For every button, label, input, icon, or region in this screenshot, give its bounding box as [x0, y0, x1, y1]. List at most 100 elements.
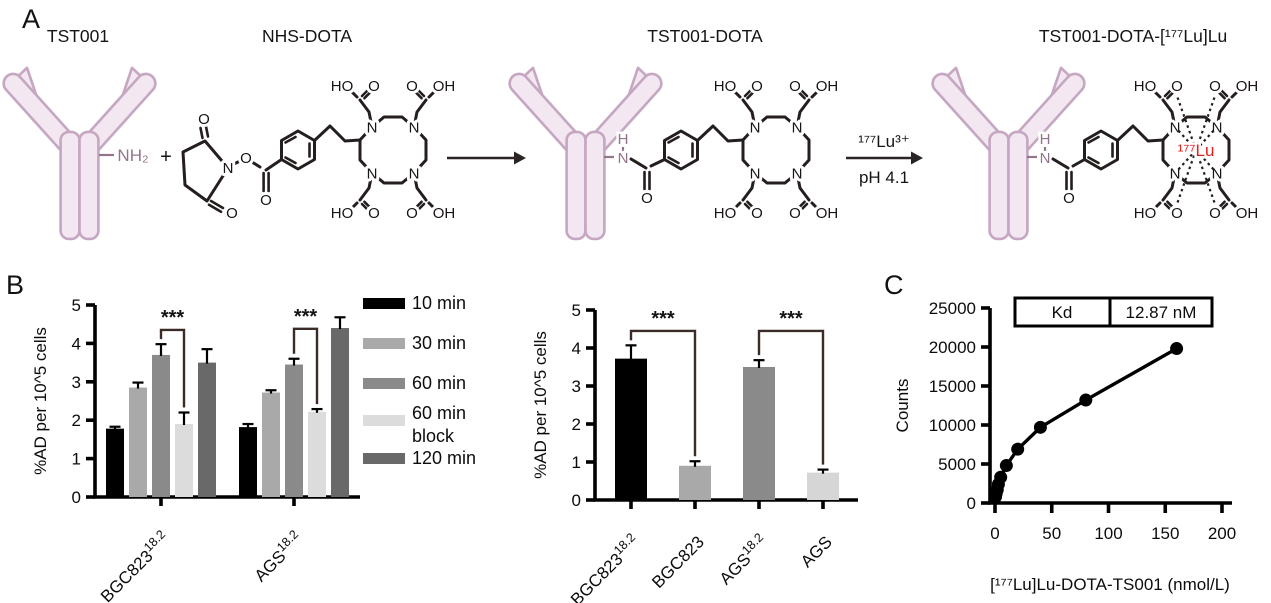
arrow-condition-ph: pH 4.1	[859, 168, 909, 187]
panel-a-label: A	[22, 4, 41, 34]
binding-curve	[993, 347, 1178, 498]
nitrogen-atom-label: N	[223, 160, 234, 177]
oxygen-atom-label: O	[260, 192, 272, 209]
x-category-label: BGC82318.2	[95, 527, 174, 603]
bar	[679, 465, 711, 500]
x-tick-label: 150	[1151, 524, 1179, 543]
y-tick-label: 5	[72, 296, 81, 315]
significance-label: ***	[651, 308, 675, 330]
x-category-label: BGC823	[648, 532, 708, 592]
dota-structure	[282, 78, 456, 222]
lutetium-coordination: ¹⁷⁷Lu	[1175, 95, 1217, 205]
significance-bracket	[629, 329, 697, 457]
y-axis-label: %AD per 10^5 cells	[531, 331, 550, 479]
amide-n-label: N	[618, 150, 629, 167]
amide-h-label: H	[618, 131, 629, 148]
y-tick-label: 4	[72, 334, 81, 353]
reaction-scheme: N N N N HO O O OH HO O O OH TST001 NHS-D…	[0, 26, 1271, 241]
scatter-point	[999, 459, 1013, 473]
bar	[807, 472, 839, 500]
x-tick-label: 50	[1042, 524, 1061, 543]
bar	[175, 424, 193, 497]
significance-label: ***	[779, 308, 803, 330]
x-category-label: BGC82318.2	[565, 530, 644, 603]
y-tick-label: 4	[572, 339, 581, 358]
bar	[308, 411, 326, 497]
oxygen-atom-label: O	[240, 150, 252, 167]
legend-swatch	[363, 453, 405, 464]
y-tick-label: 1	[72, 450, 81, 469]
legend-label: 10 min	[412, 293, 466, 313]
bar	[262, 392, 280, 497]
legend-label: 120 min	[412, 448, 476, 468]
molecule-title-tst001: TST001	[47, 26, 109, 46]
y-tick-label: 2	[572, 415, 581, 434]
oxygen-atom-label: O	[1063, 190, 1075, 207]
y-tick-label: 10000	[929, 416, 976, 435]
kd-table	[1013, 296, 1214, 328]
significance-label: ***	[294, 306, 318, 328]
molecule-title-tst001-dota: TST001-DOTA	[647, 26, 763, 46]
molecule-title-nhs-dota: NHS-DOTA	[262, 26, 352, 46]
significance-label: ***	[161, 307, 185, 329]
legend-label: 60 min	[412, 373, 466, 393]
significance-bracket	[159, 328, 186, 408]
antibody-cartoon	[927, 66, 1090, 241]
y-tick-label: 1	[572, 453, 581, 472]
y-tick-label: 3	[572, 377, 581, 396]
lutetium-177-label: ¹⁷⁷Lu	[1178, 141, 1215, 160]
significance-bracket	[757, 329, 825, 465]
legend-swatch	[363, 378, 405, 389]
y-tick-label: 20000	[929, 338, 976, 357]
oxygen-atom-label: O	[641, 190, 653, 207]
amide-link: H N O	[604, 129, 666, 210]
kd-label: Kd	[1052, 303, 1073, 322]
kd-value: 12.87 nM	[1126, 303, 1197, 322]
panel-b-label: B	[6, 270, 25, 300]
uptake-time-bar-chart: 0 1 2 3 4 5 %AD per 10^5 cells BGC82318.2 AGS18.…	[31, 293, 476, 603]
oxygen-atom-label: O	[226, 205, 238, 222]
y-tick-label: 5000	[938, 455, 976, 474]
bar	[743, 367, 775, 500]
amide-n-label: N	[1040, 150, 1051, 167]
x-tick-label: 0	[990, 524, 999, 543]
x-category-label: AGS	[797, 532, 836, 571]
y-tick-label: 5	[572, 301, 581, 320]
legend-swatch	[363, 415, 405, 426]
scatter-point	[1011, 442, 1025, 456]
axes	[988, 308, 1232, 505]
plus-sign: +	[160, 146, 172, 168]
y-axis-label: %AD per 10^5 cells	[31, 327, 50, 475]
legend-swatch	[363, 298, 405, 309]
oxygen-atom-label: O	[198, 111, 210, 128]
bar	[331, 328, 349, 497]
arrow-condition-isotope: ¹⁷⁷Lu³⁺	[858, 132, 910, 151]
x-category-label: AGS18.2	[714, 530, 772, 588]
scatter-point	[994, 470, 1008, 484]
blocking-bar-chart: 0 1 2 3 4 5 %AD per 10^5 cells BGC82318.2 BGC823…	[531, 301, 858, 603]
scatter-point	[1079, 393, 1093, 407]
y-tick-label: 15000	[929, 377, 976, 396]
y-tick-label: 3	[72, 373, 81, 392]
x-tick-label: 200	[1208, 524, 1236, 543]
bar	[152, 354, 170, 497]
y-tick-label: 0	[967, 494, 976, 513]
dota-structure	[665, 78, 839, 222]
y-tick-label: 0	[572, 491, 581, 510]
x-category-label: AGS18.2	[249, 527, 307, 585]
nhs-ester-group: N O O O O	[181, 108, 283, 225]
amide-h-label: H	[1040, 131, 1051, 148]
bar	[198, 362, 216, 497]
bar	[285, 364, 303, 497]
x-axis-label: [¹⁷⁷Lu]Lu-DOTA-TS001 (nmol/L)	[990, 575, 1230, 594]
reaction-arrow-1	[447, 151, 526, 165]
molecule-title-tst001-dota-lu: TST001-DOTA-[¹⁷⁷Lu]Lu	[1039, 26, 1227, 46]
scatter-point	[1033, 420, 1047, 434]
y-axis-label: Counts	[893, 379, 912, 433]
bar	[615, 358, 647, 500]
scatter-point	[1170, 342, 1184, 356]
y-tick-label: 2	[72, 411, 81, 430]
y-tick-label: 0	[72, 488, 81, 507]
bar	[239, 427, 257, 497]
